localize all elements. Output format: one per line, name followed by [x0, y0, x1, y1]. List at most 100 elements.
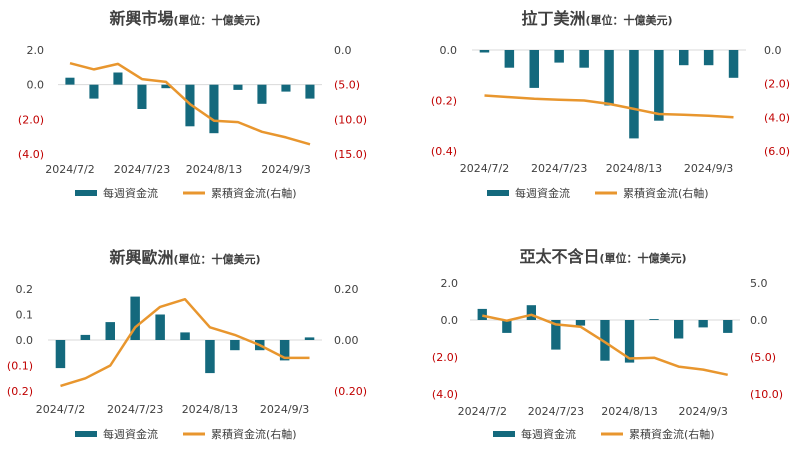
weekly-flow-bar: [703, 50, 714, 66]
weekly-flow-bar: [600, 320, 610, 361]
chart-title-main: 新興歐洲: [109, 248, 173, 267]
weekly-flow-bar: [180, 332, 190, 340]
x-axis-tick-label: 2024/8/13: [182, 403, 238, 416]
chart-panel-1: 新興市場(單位：十億美元) 2.0 0.0 (2.0) (4.0) 0.0 (5.0) (10…: [18, 9, 367, 200]
cumulative-flow-line: [69, 61, 311, 146]
weekly-flow-bar: [89, 84, 99, 99]
x-axis-tick-label: 2024/7/2: [460, 162, 509, 175]
weekly-flow-bar: [551, 320, 561, 350]
weekly-flow-bar: [529, 50, 539, 88]
weekly-flow-bar: [554, 50, 564, 63]
weekly-flow-bar: [679, 50, 689, 66]
left-axis-tick-label: (0.1): [7, 360, 33, 373]
legend-line-label: 累積資金流(右軸): [211, 427, 297, 441]
x-axis-tick-label: 2024/7/2: [36, 403, 85, 416]
legend-line-label: 累積資金流(右軸): [623, 186, 709, 200]
weekly-flow-bar: [304, 337, 315, 340]
legend-bar-label: 每週資金流: [103, 186, 158, 200]
legend-bar-swatch: [493, 431, 515, 437]
weekly-flow-bar: [65, 77, 75, 85]
weekly-flow-bar: [723, 320, 733, 333]
legend-bar-swatch: [75, 431, 97, 437]
legend-line-label: 累積資金流(右軸): [211, 186, 297, 200]
cumulative-flow-line: [60, 297, 310, 388]
left-axis-tick-label: 0.0: [27, 79, 45, 92]
x-axis-tick-label: 2024/7/23: [107, 403, 163, 416]
weekly-flow-bar: [526, 305, 536, 320]
right-axis-tick-label: (10.0): [334, 113, 367, 126]
weekly-flow-bar: [649, 319, 659, 320]
right-axis-tick-label: (5.0): [750, 351, 776, 364]
x-axis-tick-label: 2024/7/23: [114, 163, 170, 176]
x-axis-tick-label: 2024/8/13: [606, 162, 662, 175]
weekly-flow-bar: [137, 84, 147, 109]
x-axis-tick-label: 2024/7/2: [45, 163, 94, 176]
weekly-flow-bar: [502, 320, 512, 333]
weekly-flow-bar: [579, 50, 589, 68]
weekly-flow-bar: [80, 334, 91, 340]
left-axis-tick-label: 0.0: [440, 44, 458, 57]
weekly-flow-bar: [654, 50, 664, 121]
weekly-flow-bar: [629, 50, 639, 139]
weekly-flow-bar: [624, 320, 635, 363]
right-axis-tick-label: 0.20: [334, 283, 359, 296]
weekly-flow-bar: [281, 84, 291, 92]
weekly-flow-bar: [105, 322, 115, 340]
chart-title-unit: (單位：十億美元): [173, 13, 260, 27]
x-axis-tick-label: 2024/8/13: [186, 163, 242, 176]
weekly-flow-bar: [674, 320, 684, 339]
right-axis-tick-label: (6.0): [764, 145, 790, 158]
left-axis-tick-label: 0.1: [16, 309, 34, 322]
right-axis-tick-label: (2.0): [764, 78, 790, 91]
weekly-flow-bar: [604, 50, 614, 106]
weekly-flow-bar: [257, 84, 267, 104]
chart-panel-4: 亞太不含日(單位：十億美元) 2.0 0.0 (2.0) (4.0) 5.0 0.0 (5.0…: [432, 247, 783, 441]
x-axis-tick-label: 2024/7/23: [531, 162, 587, 175]
x-axis-tick-label: 2024/9/3: [261, 163, 310, 176]
left-axis-tick-label: (4.0): [18, 148, 44, 161]
weekly-flow-bar: [504, 50, 515, 68]
weekly-flow-bar: [130, 296, 140, 340]
chart-title-unit: (單位：十億美元): [585, 13, 672, 27]
left-axis-tick-label: (0.2): [7, 385, 33, 398]
chart-title-main: 新興市場: [109, 9, 173, 28]
chart-title: 新興市場(單位：十億美元): [109, 9, 260, 28]
legend-bar-swatch: [75, 190, 97, 196]
weekly-flow-bar: [209, 84, 219, 134]
chart-title-main: 拉丁美洲: [521, 9, 585, 28]
right-axis-tick-label: 0.0: [750, 314, 768, 327]
right-axis-tick-label: (4.0): [764, 111, 790, 124]
weekly-flow-bar: [575, 320, 586, 326]
x-axis-tick-label: 2024/7/2: [458, 405, 507, 418]
chart-panel-2: 拉丁美洲(單位：十億美元) 0.0 (0.2) (0.4) 0.0 (2.0) (4.0) (…: [431, 9, 790, 200]
weekly-flow-bar: [161, 84, 171, 89]
x-axis-tick-label: 2024/9/3: [684, 162, 733, 175]
weekly-flow-bar: [205, 340, 215, 374]
legend-line-label: 累積資金流(右軸): [629, 427, 715, 441]
weekly-flow-bar: [698, 320, 708, 328]
chart-title: 拉丁美洲(單位：十億美元): [521, 9, 672, 28]
right-axis-tick-label: 5.0: [750, 277, 768, 290]
right-axis-tick-label: 0.0: [764, 44, 782, 57]
weekly-flow-bar: [113, 72, 123, 85]
left-axis-tick-label: 0.0: [16, 334, 34, 347]
chart-title-unit: (單位：十億美元): [173, 252, 260, 266]
chart-panel-3: 新興歐洲(單位：十億美元) 0.2 0.1 0.0 (0.1) (0.2) 0.20 0.00…: [7, 248, 367, 441]
left-axis-tick-label: 0.0: [441, 314, 459, 327]
left-axis-tick-label: 2.0: [27, 44, 45, 57]
legend-bar-swatch: [487, 190, 509, 196]
right-axis-tick-label: (10.0): [750, 388, 783, 401]
weekly-flow-bar: [230, 340, 240, 351]
chart-title: 亞太不含日(單位：十億美元): [519, 247, 686, 266]
right-axis-tick-label: 0.00: [334, 334, 359, 347]
left-axis-tick-label: 0.2: [16, 283, 34, 296]
left-axis-tick-label: 2.0: [441, 277, 459, 290]
left-axis-tick-label: (4.0): [432, 388, 458, 401]
x-axis-tick-label: 2024/7/23: [528, 405, 584, 418]
left-axis-tick-label: (0.4): [431, 145, 457, 158]
x-axis-tick-label: 2024/9/3: [260, 403, 309, 416]
legend-bar-label: 每週資金流: [515, 186, 570, 200]
legend-bar-label: 每週資金流: [521, 427, 576, 441]
weekly-flow-bar: [479, 50, 490, 53]
